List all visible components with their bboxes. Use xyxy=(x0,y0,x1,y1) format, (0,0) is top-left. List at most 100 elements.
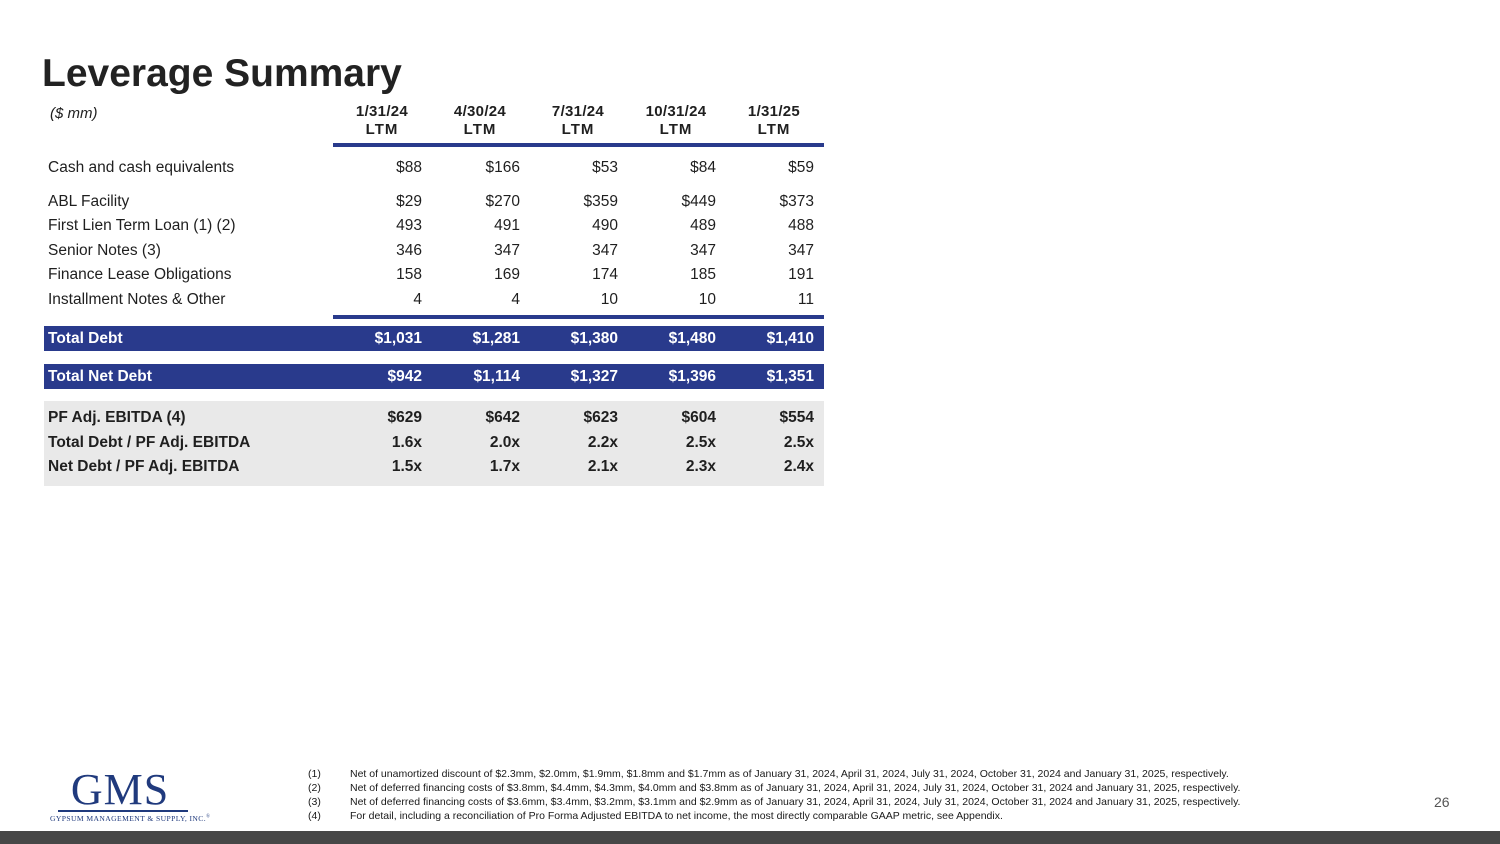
table-cell: $1,114 xyxy=(473,367,520,385)
table-cell: 347 xyxy=(592,241,618,259)
column-date: 10/31/24 xyxy=(645,103,707,120)
window-bottom-bar xyxy=(0,831,1500,844)
table-cell: 491 xyxy=(494,217,520,235)
table-cell: 1.5x xyxy=(391,458,422,476)
table-cell: $629 xyxy=(387,409,422,427)
table-cell: 346 xyxy=(396,241,422,259)
subtotal-underline xyxy=(333,315,824,319)
registered-mark: ® xyxy=(206,814,211,820)
row-label: Cash and cash equivalents xyxy=(48,159,235,177)
table-cell: $449 xyxy=(681,192,716,210)
column-period: LTM xyxy=(561,121,595,138)
column-period: LTM xyxy=(463,121,497,138)
gms-logo: GMS GYPSUM MANAGEMENT & SUPPLY, INC.® xyxy=(50,765,210,824)
table-cell: 158 xyxy=(396,266,422,284)
table-cell: $1,380 xyxy=(570,329,618,347)
column-header: 1/31/24 LTM xyxy=(333,103,431,139)
row-label: Total Debt xyxy=(48,329,123,347)
table-cell: 489 xyxy=(690,217,716,235)
column-date: 7/31/24 xyxy=(551,103,605,120)
table-header-row: 1/31/24 LTM 4/30/24 LTM 7/31/24 LTM 10/3… xyxy=(333,103,824,139)
footnote: (4) For detail, including a reconciliati… xyxy=(308,809,1398,823)
footnote: (2) Net of deferred financing costs of $… xyxy=(308,781,1398,795)
table-cell: $604 xyxy=(681,409,716,427)
footnote-number: (4) xyxy=(308,810,321,822)
row-label: Finance Lease Obligations xyxy=(48,266,232,284)
table-cell: 1.7x xyxy=(489,458,520,476)
table-cell: $53 xyxy=(592,159,618,177)
table-cell: 2.5x xyxy=(685,433,716,451)
gms-logo-acronym: GMS xyxy=(70,765,170,814)
table-cell: $1,281 xyxy=(472,329,520,347)
table-cell: $1,396 xyxy=(668,367,716,385)
column-period: LTM xyxy=(659,121,693,138)
gms-logo-subtext: GYPSUM MANAGEMENT & SUPPLY, INC.® xyxy=(50,814,210,823)
table-cell: 185 xyxy=(690,266,716,284)
table-row: ABL Facility $29 $270 $359 $449 $373 xyxy=(44,190,824,215)
page-title: Leverage Summary xyxy=(42,52,402,95)
table-cell: 488 xyxy=(788,217,814,235)
units-label: ($ mm) xyxy=(50,105,98,122)
table-cell: $1,031 xyxy=(374,329,422,347)
table-cell: $642 xyxy=(485,409,520,427)
row-label: PF Adj. EBITDA (4) xyxy=(48,409,186,427)
column-date: 1/31/24 xyxy=(355,103,409,120)
footnote-number: (3) xyxy=(308,796,321,808)
table-cell: 11 xyxy=(797,290,814,308)
table-row: PF Adj. EBITDA (4) $629 $642 $623 $604 $… xyxy=(44,406,824,431)
table-cell: 490 xyxy=(592,217,618,235)
table-cell: $59 xyxy=(788,159,814,177)
table-cell: $623 xyxy=(583,409,618,427)
table-cell: 347 xyxy=(690,241,716,259)
row-label: Total Debt / PF Adj. EBITDA xyxy=(48,433,251,451)
table-cell: 2.0x xyxy=(489,433,520,451)
row-label: Installment Notes & Other xyxy=(48,290,226,308)
footnote-text: For detail, including a reconciliation o… xyxy=(350,810,1003,822)
footnote-text: Net of unamortized discount of $2.3mm, $… xyxy=(350,768,1229,780)
column-date: 4/30/24 xyxy=(453,103,507,120)
table-cell: 10 xyxy=(600,290,618,308)
table-cell: 10 xyxy=(698,290,716,308)
table-cell: 2.5x xyxy=(783,433,814,451)
footnote-text: Net of deferred financing costs of $3.8m… xyxy=(350,782,1241,794)
table-row: First Lien Term Loan (1) (2) 493 491 490… xyxy=(44,214,824,239)
footnote: (3) Net of deferred financing costs of $… xyxy=(308,795,1398,809)
table-cell: 174 xyxy=(592,266,618,284)
table-cell: 4 xyxy=(413,290,422,308)
footnote-number: (2) xyxy=(308,782,321,794)
table-row: Installment Notes & Other 4 4 10 10 11 xyxy=(44,288,824,313)
table-row: Total Debt / PF Adj. EBITDA 1.6x 2.0x 2.… xyxy=(44,431,824,456)
table-cell: 2.2x xyxy=(587,433,618,451)
column-header: 1/31/25 LTM xyxy=(725,103,823,139)
table-cell: 347 xyxy=(494,241,520,259)
table-cell: 493 xyxy=(396,217,422,235)
table-cell: 2.4x xyxy=(783,458,814,476)
header-underline xyxy=(333,143,824,147)
table-cell: $29 xyxy=(396,192,422,210)
table-cell: $1,410 xyxy=(766,329,814,347)
table-cell: $359 xyxy=(583,192,618,210)
table-cell: $1,351 xyxy=(766,367,814,385)
table-cell: $88 xyxy=(396,159,422,177)
table-cell: 347 xyxy=(788,241,814,259)
table-row: Senior Notes (3) 346 347 347 347 347 xyxy=(44,239,824,264)
leverage-table: 1/31/24 LTM 4/30/24 LTM 7/31/24 LTM 10/3… xyxy=(44,103,824,486)
gms-logo-subtext-label: GYPSUM MANAGEMENT & SUPPLY, INC. xyxy=(50,814,207,823)
table-cell: $942 xyxy=(387,367,422,385)
column-header: 4/30/24 LTM xyxy=(431,103,529,139)
row-label: ABL Facility xyxy=(48,192,130,210)
table-cell: $554 xyxy=(779,409,814,427)
column-header: 10/31/24 LTM xyxy=(627,103,725,139)
footnote: (1) Net of unamortized discount of $2.3m… xyxy=(308,767,1398,781)
total-debt-bar: Total Debt $1,031 $1,281 $1,380 $1,480 $… xyxy=(44,326,824,351)
row-label: Total Net Debt xyxy=(48,367,152,385)
row-label: First Lien Term Loan (1) (2) xyxy=(48,217,236,235)
table-cell: 169 xyxy=(494,266,520,284)
gms-logo-rule xyxy=(58,810,188,812)
footnote-text: Net of deferred financing costs of $3.6m… xyxy=(350,796,1241,808)
table-cell: 191 xyxy=(788,266,814,284)
table-cell: $84 xyxy=(690,159,716,177)
column-header: 7/31/24 LTM xyxy=(529,103,627,139)
table-cell: 2.1x xyxy=(587,458,618,476)
